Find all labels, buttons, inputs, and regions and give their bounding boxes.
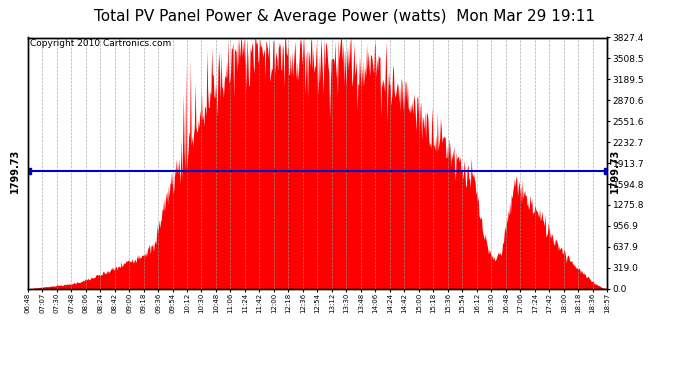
Text: Copyright 2010 Cartronics.com: Copyright 2010 Cartronics.com (30, 39, 172, 48)
Text: 1799.73: 1799.73 (610, 148, 620, 193)
Text: 1799.73: 1799.73 (10, 148, 21, 193)
Text: Total PV Panel Power & Average Power (watts)  Mon Mar 29 19:11: Total PV Panel Power & Average Power (wa… (95, 9, 595, 24)
